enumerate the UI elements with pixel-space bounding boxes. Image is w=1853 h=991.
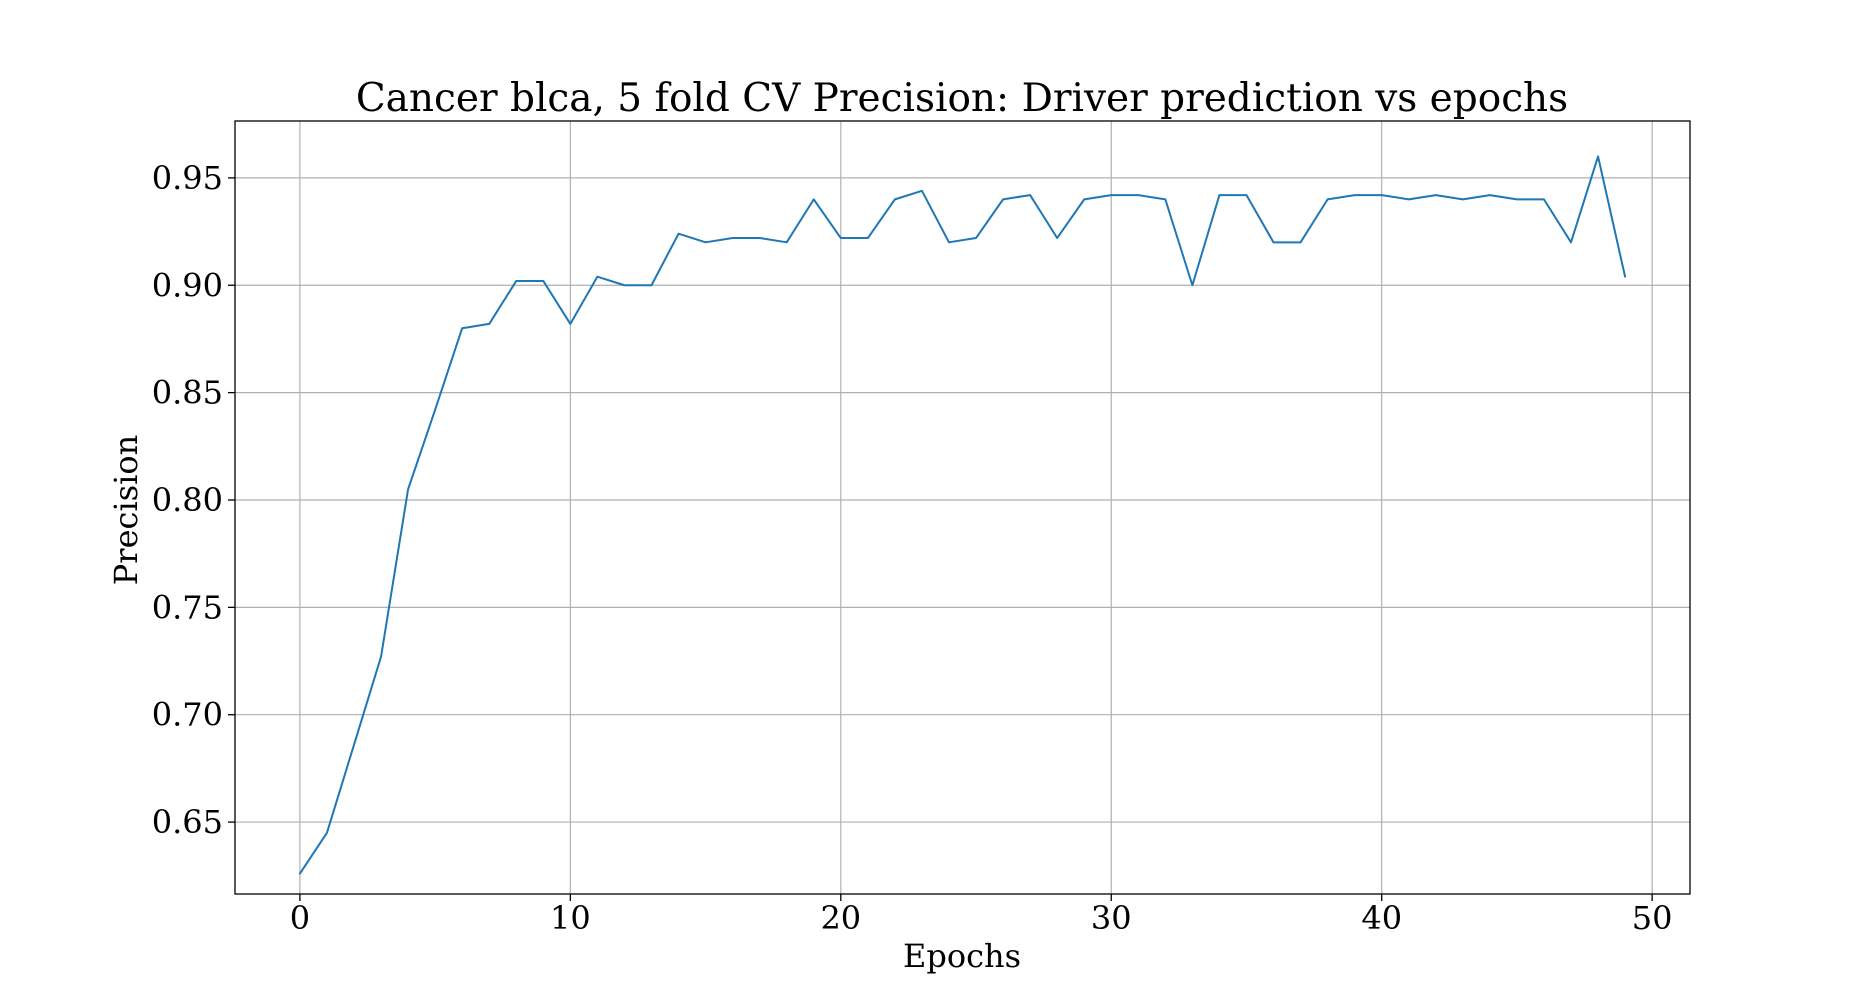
plot-area-frame [234,120,1691,895]
y-tick-label: 0.75 [152,588,223,626]
y-tick-label: 0.65 [152,803,223,841]
x-tick-label: 20 [820,899,861,937]
y-axis-ticks: 0.65 0.70 0.75 0.80 0.85 0.90 0.95 [152,159,235,841]
y-tick-label: 0.70 [152,696,223,734]
y-axis-label: Precision [107,435,145,585]
precision-series-line [298,155,1627,875]
x-axis-label: Epochs [903,937,1021,975]
x-tick-label: 40 [1361,899,1402,937]
grid-lines [235,121,1690,894]
x-axis-ticks: 0 10 20 30 40 50 [290,894,1673,937]
x-tick-label: 30 [1091,899,1132,937]
series-layer [298,155,1627,875]
x-tick-label: 10 [550,899,591,937]
y-tick-label: 0.85 [152,374,223,412]
chart-title: Cancer blca, 5 fold CV Precision: Driver… [356,76,1568,121]
x-tick-label: 0 [290,899,310,937]
y-tick-label: 0.80 [152,481,223,519]
y-tick-label: 0.95 [152,159,223,197]
y-tick-label: 0.90 [152,266,223,304]
x-tick-label: 50 [1632,899,1673,937]
